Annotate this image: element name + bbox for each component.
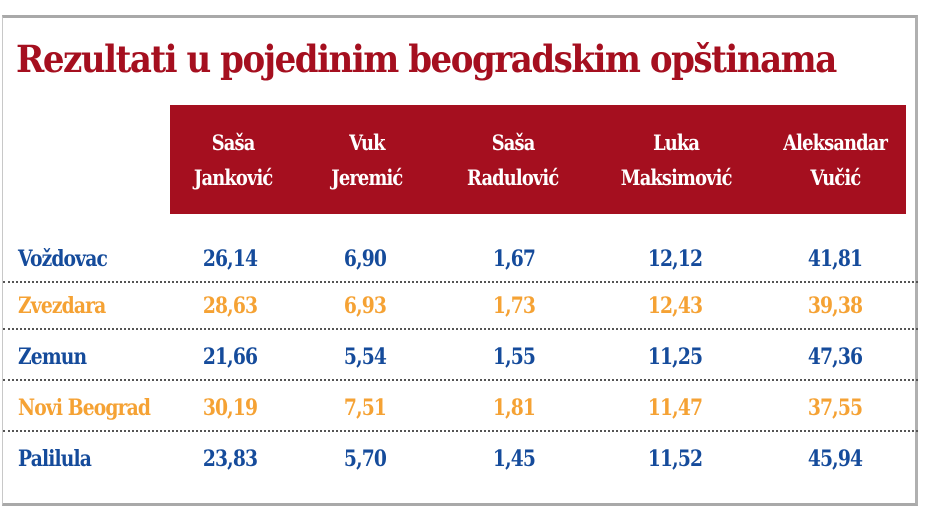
- value-jankovic: 23,83: [202, 446, 258, 472]
- dotted-divider: [3, 281, 918, 283]
- value-jankovic: 26,14: [202, 246, 258, 272]
- municipality-name: Voždovac: [18, 246, 108, 272]
- municipality-name: Zvezdara: [18, 293, 106, 319]
- value-jankovic: 21,66: [202, 344, 258, 370]
- column-header-first-name: Vuk: [349, 129, 385, 155]
- column-header-last-name: Jeremić: [331, 164, 403, 190]
- value-vucic: 47,36: [807, 344, 863, 370]
- value-radulovic: 1,73: [492, 293, 536, 319]
- column-header-vucic: Aleksandar Vučić: [764, 105, 906, 214]
- municipality-name: Palilula: [18, 446, 92, 472]
- value-vucic: 37,55: [807, 395, 863, 421]
- value-radulovic: 1,81: [492, 395, 536, 421]
- column-header-maksimovic: Luka Maksimović: [588, 105, 764, 214]
- value-vucic: 41,81: [807, 246, 863, 272]
- municipality-name: Zemun: [18, 344, 87, 370]
- column-header-first-name: Luka: [652, 129, 700, 155]
- municipality-name: Novi Beograd: [18, 395, 151, 421]
- value-radulovic: 1,67: [492, 246, 536, 272]
- column-header-first-name: Aleksandar: [783, 129, 888, 155]
- dotted-divider: [3, 430, 918, 432]
- table-frame: [2, 15, 918, 506]
- value-jankovic: 30,19: [202, 395, 258, 421]
- value-jeremic: 7,51: [343, 395, 387, 421]
- column-header-last-name: Maksimović: [620, 164, 733, 190]
- table-row: Novi Beograd 30,19 7,51 1,81 11,47 37,55: [3, 386, 918, 432]
- column-header-last-name: Vučić: [810, 164, 861, 190]
- value-jeremic: 5,70: [343, 446, 387, 472]
- value-jeremic: 6,93: [343, 293, 387, 319]
- column-header-last-name: Radulović: [467, 164, 559, 190]
- table-row: Voždovac 26,14 6,90 1,67 12,12 41,81: [3, 237, 918, 283]
- value-radulovic: 1,45: [492, 446, 536, 472]
- value-vucic: 45,94: [807, 446, 863, 472]
- value-maksimovic: 12,43: [647, 293, 703, 319]
- dotted-divider: [3, 379, 918, 381]
- column-header-jeremic: Vuk Jeremić: [296, 105, 438, 214]
- value-maksimovic: 11,47: [647, 395, 703, 421]
- value-jankovic: 28,63: [202, 293, 258, 319]
- column-header-radulovic: Saša Radulović: [438, 105, 588, 214]
- page-title: Rezultati u pojedinim beogradskim opštin…: [16, 37, 837, 81]
- value-jeremic: 5,54: [343, 344, 387, 370]
- value-maksimovic: 11,25: [647, 344, 703, 370]
- value-radulovic: 1,55: [492, 344, 536, 370]
- table-row: Palilula 23,83 5,70 1,45 11,52 45,94: [3, 437, 918, 483]
- column-header-first-name: Saša: [491, 129, 536, 155]
- value-jeremic: 6,90: [343, 246, 387, 272]
- table-row: Zvezdara 28,63 6,93 1,73 12,43 39,38: [3, 284, 918, 330]
- table-header: Saša Janković Vuk Jeremić Saša Radulović…: [170, 105, 906, 214]
- dotted-divider: [3, 328, 918, 330]
- value-maksimovic: 12,12: [647, 246, 703, 272]
- value-vucic: 39,38: [807, 293, 863, 319]
- column-header-last-name: Janković: [193, 164, 273, 190]
- column-header-jankovic: Saša Janković: [170, 105, 296, 214]
- table-row: Zemun 21,66 5,54 1,55 11,25 47,36: [3, 335, 918, 381]
- value-maksimovic: 11,52: [647, 446, 703, 472]
- column-header-first-name: Saša: [211, 129, 256, 155]
